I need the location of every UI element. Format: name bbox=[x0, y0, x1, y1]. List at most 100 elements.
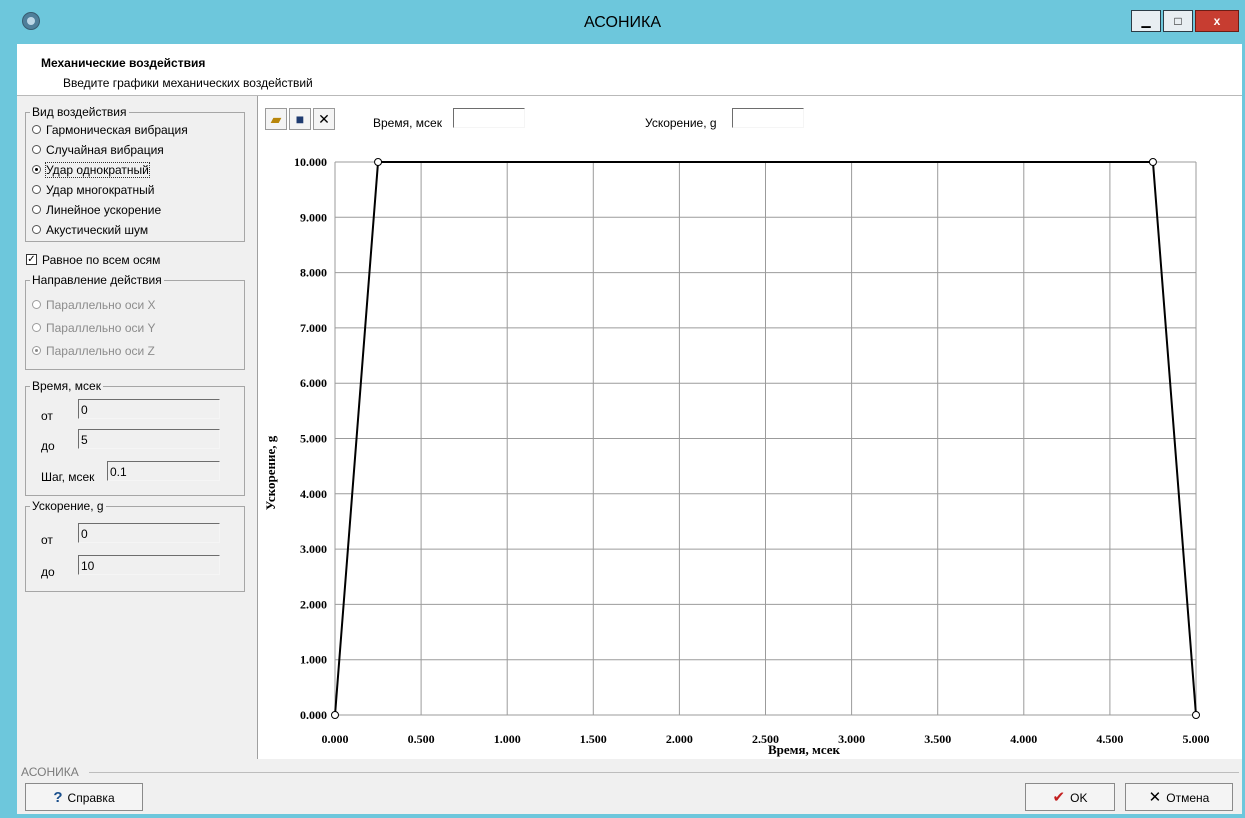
close-button[interactable]: x bbox=[1195, 10, 1239, 32]
chart-grid bbox=[334, 161, 1197, 716]
direction-title: Направление действия bbox=[30, 273, 164, 287]
radio-indicator[interactable] bbox=[32, 346, 41, 356]
close-x-icon: ✕ bbox=[318, 111, 330, 127]
radio-indicator[interactable] bbox=[32, 323, 41, 333]
x-tick-label: 0.000 bbox=[322, 732, 349, 746]
maximize-button[interactable]: □ bbox=[1163, 10, 1193, 32]
accel-from-label: от bbox=[41, 533, 53, 547]
radio-axis-x[interactable]: Параллельно оси X bbox=[32, 297, 156, 313]
help-question-icon: ? bbox=[53, 788, 63, 806]
radio-indicator[interactable] bbox=[32, 205, 41, 215]
time-to-label: до bbox=[41, 439, 55, 453]
x-tick-label: 3.000 bbox=[838, 732, 865, 746]
radio-axis-y[interactable]: Параллельно оси Y bbox=[32, 320, 156, 336]
time-step-input[interactable]: 0.1 bbox=[107, 461, 220, 481]
y-tick-label: 0.000 bbox=[300, 708, 327, 722]
time-from-input[interactable]: 0 bbox=[78, 399, 220, 419]
dialog-header: Механические воздействия Введите графики… bbox=[17, 44, 1242, 96]
radio-label: Линейное ускорение bbox=[46, 202, 162, 217]
radio-harmonic-vibration[interactable]: Гармоническая вибрация bbox=[32, 122, 188, 138]
radio-indicator[interactable] bbox=[32, 165, 41, 175]
header-subtitle: Введите графики механических воздействий bbox=[63, 76, 313, 90]
x-tick-label: 5.000 bbox=[1183, 732, 1210, 746]
cancel-button-label: Отмена bbox=[1166, 790, 1210, 805]
impact-type-title: Вид воздействия bbox=[30, 105, 129, 119]
y-tick-label: 6.000 bbox=[300, 376, 327, 390]
radio-label: Удар многократный bbox=[46, 182, 155, 197]
radio-label: Параллельно оси X bbox=[46, 297, 156, 312]
x-tick-label: 1.500 bbox=[580, 732, 607, 746]
accel-readout-label: Ускорение, g bbox=[645, 116, 717, 130]
open-file-button[interactable]: ▰ bbox=[265, 108, 287, 130]
x-tick-label: 4.500 bbox=[1096, 732, 1123, 746]
floppy-disk-icon: ■ bbox=[295, 111, 305, 127]
ok-button[interactable]: ✔ OK bbox=[1025, 783, 1115, 811]
chart-ticks: 0.000 0.500 1.000 1.500 2.000 2.500 3.000 3.500… bbox=[294, 155, 1210, 746]
save-button[interactable]: ■ bbox=[289, 108, 311, 130]
time-group: Время, мсек от 0 до 5 Шаг, мсек 0.1 bbox=[25, 379, 245, 496]
time-readout-label: Время, мсек bbox=[373, 116, 442, 130]
clear-button[interactable]: ✕ bbox=[313, 108, 335, 130]
radio-multiple-shock[interactable]: Удар многократный bbox=[32, 182, 155, 198]
accel-readout-field[interactable] bbox=[732, 108, 804, 128]
radio-axis-z[interactable]: Параллельно оси Z bbox=[32, 343, 155, 359]
x-tick-label: 2.000 bbox=[666, 732, 693, 746]
x-tick-label: 4.000 bbox=[1010, 732, 1037, 746]
x-tick-label: 1.000 bbox=[494, 732, 521, 746]
accel-to-input[interactable]: 10 bbox=[78, 555, 220, 575]
radio-random-vibration[interactable]: Случайная вибрация bbox=[32, 142, 164, 158]
accel-from-input[interactable]: 0 bbox=[78, 523, 220, 543]
cancel-x-icon: ✕ bbox=[1148, 788, 1162, 806]
series-line bbox=[334, 161, 1197, 716]
radio-label: Параллельно оси Y bbox=[46, 320, 156, 335]
x-tick-label: 3.500 bbox=[924, 732, 951, 746]
folder-icon: ▰ bbox=[270, 111, 282, 127]
data-point[interactable] bbox=[374, 158, 383, 166]
time-group-title: Время, мсек bbox=[30, 379, 103, 393]
acceleration-chart[interactable]: 0.000 0.500 1.000 1.500 2.000 2.500 3.000 3.500… bbox=[258, 136, 1242, 759]
acceleration-group-title: Ускорение, g bbox=[30, 499, 106, 513]
radio-indicator[interactable] bbox=[32, 225, 41, 235]
equal-axes-checkbox[interactable]: ✓ Равное по всем осям bbox=[26, 252, 160, 267]
header-title: Механические воздействия bbox=[41, 56, 206, 70]
checkmark-icon: ✔ bbox=[1052, 788, 1066, 806]
chart-area: ▰ ■ ✕ Время, мсек Ускорение, g 0.000 0.50… bbox=[258, 96, 1242, 759]
impact-type-group: Вид воздействия Гармоническая вибрация С… bbox=[25, 105, 245, 242]
radio-label: Случайная вибрация bbox=[46, 142, 164, 157]
ok-button-label: OK bbox=[1070, 790, 1088, 805]
equal-axes-label: Равное по всем осям bbox=[42, 252, 161, 267]
radio-indicator[interactable] bbox=[32, 300, 41, 310]
cancel-button[interactable]: ✕ Отмена bbox=[1125, 783, 1233, 811]
radio-indicator[interactable] bbox=[32, 185, 41, 195]
radio-indicator[interactable] bbox=[32, 125, 41, 135]
radio-label: Параллельно оси Z bbox=[46, 343, 155, 358]
acceleration-group: Ускорение, g от 0 до 10 bbox=[25, 499, 245, 592]
radio-label: Удар однократный bbox=[45, 161, 150, 178]
time-to-input[interactable]: 5 bbox=[78, 429, 220, 449]
window-title: АСОНИКА bbox=[583, 14, 661, 31]
data-point[interactable] bbox=[331, 711, 339, 719]
data-point[interactable] bbox=[1192, 711, 1200, 719]
footer-divider bbox=[89, 772, 1239, 773]
radio-acoustic-noise[interactable]: Акустический шум bbox=[32, 222, 148, 238]
radio-linear-acceleration[interactable]: Линейное ускорение bbox=[32, 202, 161, 218]
y-tick-label: 2.000 bbox=[300, 597, 327, 611]
radio-single-shock[interactable]: Удар однократный bbox=[32, 161, 150, 178]
checkbox-indicator[interactable]: ✓ bbox=[26, 254, 37, 266]
time-readout-field[interactable] bbox=[453, 108, 525, 128]
data-point[interactable] bbox=[1148, 158, 1157, 166]
help-button[interactable]: ? Справка bbox=[25, 783, 143, 811]
y-tick-label: 5.000 bbox=[300, 432, 327, 446]
radio-label: Гармоническая вибрация bbox=[46, 122, 188, 137]
radio-label: Акустический шум bbox=[46, 222, 149, 237]
title-bar[interactable]: АСОНИКА ▁ □ x bbox=[0, 0, 1245, 44]
settings-panel: Вид воздействия Гармоническая вибрация С… bbox=[17, 96, 258, 759]
dialog-footer: АСОНИКА ? Справка ✔ OK ✕ Отмена bbox=[17, 759, 1242, 814]
minimize-button[interactable]: ▁ bbox=[1131, 10, 1161, 32]
radio-indicator[interactable] bbox=[32, 145, 41, 155]
y-tick-label: 10.000 bbox=[294, 155, 327, 169]
y-tick-label: 9.000 bbox=[300, 210, 327, 224]
app-icon bbox=[22, 12, 40, 30]
direction-group: Направление действия Параллельно оси X П… bbox=[25, 273, 245, 370]
